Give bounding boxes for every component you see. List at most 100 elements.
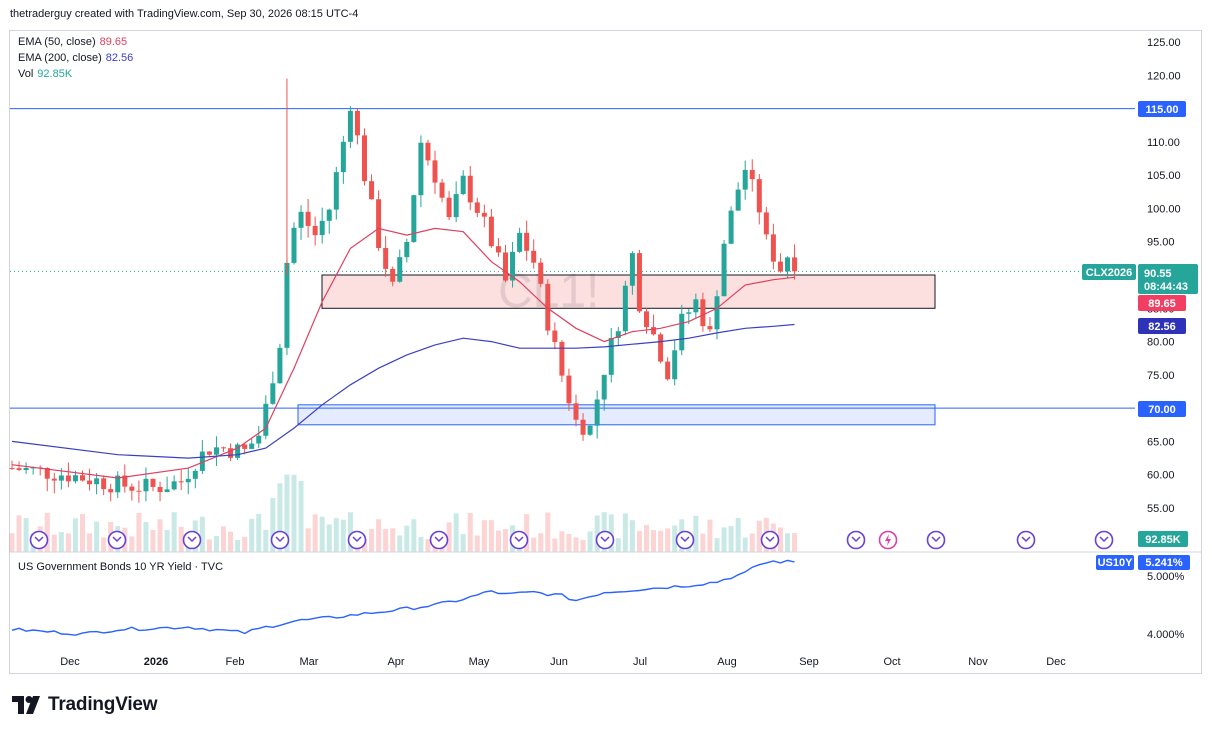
badge-volume[interactable]: 92.85K <box>1138 531 1188 547</box>
candle-body <box>756 179 762 213</box>
volume-bar <box>587 531 593 552</box>
badge-level-70-text: 70.00 <box>1148 404 1176 416</box>
legend-ema50[interactable]: EMA (50, close) 89.65 <box>18 36 127 48</box>
volume-bar <box>594 515 600 552</box>
demand-zone[interactable] <box>297 404 936 426</box>
tradingview-logo[interactable]: TradingView <box>12 694 158 716</box>
resistance-support-zone[interactable] <box>321 274 936 309</box>
badge-yield-value-text: 5.241% <box>1145 557 1183 569</box>
candle-body <box>524 232 530 251</box>
lower-pane-title[interactable]: US Government Bonds 10 YR Yield · TVC <box>18 561 224 573</box>
event-marker-icon[interactable] <box>29 530 49 550</box>
candle-body <box>101 478 107 490</box>
volume-bar <box>580 539 586 552</box>
badge-yield-symbol-bg <box>1096 555 1134 570</box>
candle-body <box>728 210 734 244</box>
legend-ema200[interactable]: EMA (200, close) 82.56 <box>18 52 133 64</box>
volume-bar <box>291 474 297 552</box>
candle-body <box>326 209 332 221</box>
candle-body <box>354 110 360 136</box>
event-marker-icon[interactable] <box>846 530 866 550</box>
volume-bar <box>256 513 262 552</box>
event-marker-icon[interactable] <box>1094 530 1114 550</box>
candle-body <box>460 175 466 195</box>
badge-symbol[interactable]: CLX2026 <box>1082 264 1136 280</box>
volume-bar <box>277 483 283 552</box>
volume-bar <box>418 537 424 552</box>
yield-line <box>11 559 795 636</box>
volume-bar <box>665 528 671 552</box>
candle-body <box>552 330 558 342</box>
volume-bar <box>453 513 459 552</box>
time-axis-ticks: Dec 2026 Feb Mar Apr May Jun Jul Aug Sep Oct Nov Dec <box>60 656 1066 668</box>
ema50-line[interactable] <box>11 227 795 479</box>
event-marker-icon[interactable] <box>675 530 695 550</box>
volume-bar <box>672 525 678 552</box>
candle-body <box>284 262 290 348</box>
volume-bar <box>785 533 790 552</box>
volume-bar <box>157 519 163 552</box>
time-tick-label: Jul <box>633 656 647 668</box>
time-tick-label: Oct <box>883 656 900 668</box>
volume-bar <box>425 539 431 552</box>
candle-body <box>72 475 78 482</box>
event-marker-icon[interactable] <box>926 530 946 550</box>
volume-bar <box>178 526 184 552</box>
candle-body <box>545 283 551 331</box>
chart-frame <box>9 30 1202 674</box>
candle-body <box>742 169 748 190</box>
legend-vol[interactable]: Vol 92.85K <box>18 68 72 80</box>
badge-price[interactable] <box>1138 264 1198 294</box>
badge-level-115[interactable]: 115.00 <box>1138 101 1186 117</box>
event-marker-icon[interactable] <box>595 530 615 550</box>
event-marker-icon[interactable] <box>270 530 290 550</box>
volume-bar <box>94 521 100 552</box>
event-marker-icon[interactable] <box>509 530 529 550</box>
volume-bar <box>284 474 290 552</box>
badge-ema200[interactable]: 82.56 <box>1138 318 1186 334</box>
volume-bar <box>376 519 382 552</box>
candle-body <box>242 444 248 449</box>
event-marker-icon[interactable] <box>760 530 780 550</box>
badge-yield-symbol[interactable]: US10Y <box>1096 555 1134 570</box>
candle-body <box>749 169 755 180</box>
candle-body <box>446 197 452 218</box>
candle-body <box>608 337 614 375</box>
volume-bar <box>242 536 248 552</box>
volume-bar <box>263 529 269 552</box>
event-marker-icon[interactable] <box>429 530 449 550</box>
tradingview-logo-text: TradingView <box>48 694 158 715</box>
badge-level-70[interactable]: 70.00 <box>1138 401 1186 417</box>
legend-ema200-value: 82.56 <box>105 52 134 64</box>
candle-body <box>298 211 304 228</box>
badge-yield-value[interactable]: 5.241% <box>1138 555 1190 570</box>
candle-body <box>122 475 128 487</box>
volume-bar <box>312 514 318 552</box>
ema200-line[interactable] <box>11 323 795 459</box>
time-tick-label: Aug <box>717 656 737 668</box>
event-marker-icon[interactable] <box>347 530 367 550</box>
badge-price-bg <box>1138 264 1198 294</box>
volume-bar <box>143 522 149 552</box>
candle-body <box>340 141 346 173</box>
price-tick-label: 105.00 <box>1147 170 1181 182</box>
event-marker-icon[interactable] <box>182 530 202 550</box>
candle-body <box>580 419 586 435</box>
volume-bar <box>404 525 410 552</box>
event-marker-icon[interactable] <box>878 530 898 550</box>
candle-body <box>474 202 480 213</box>
badge-ema50[interactable]: 89.65 <box>1138 295 1186 311</box>
candle-body <box>763 212 769 235</box>
event-marker-icon[interactable] <box>1016 530 1036 550</box>
event-marker-icon[interactable] <box>107 530 127 550</box>
time-tick-label: Jun <box>550 656 568 668</box>
volume-bar <box>707 519 713 552</box>
candle-body <box>362 135 367 182</box>
badge-price-value: 90.55 <box>1144 268 1172 280</box>
candle-body <box>594 399 600 426</box>
candle-body <box>185 478 191 483</box>
us10y-line[interactable] <box>11 559 795 636</box>
price-tick-label: 125.00 <box>1147 37 1181 49</box>
event-markers <box>29 530 1114 550</box>
